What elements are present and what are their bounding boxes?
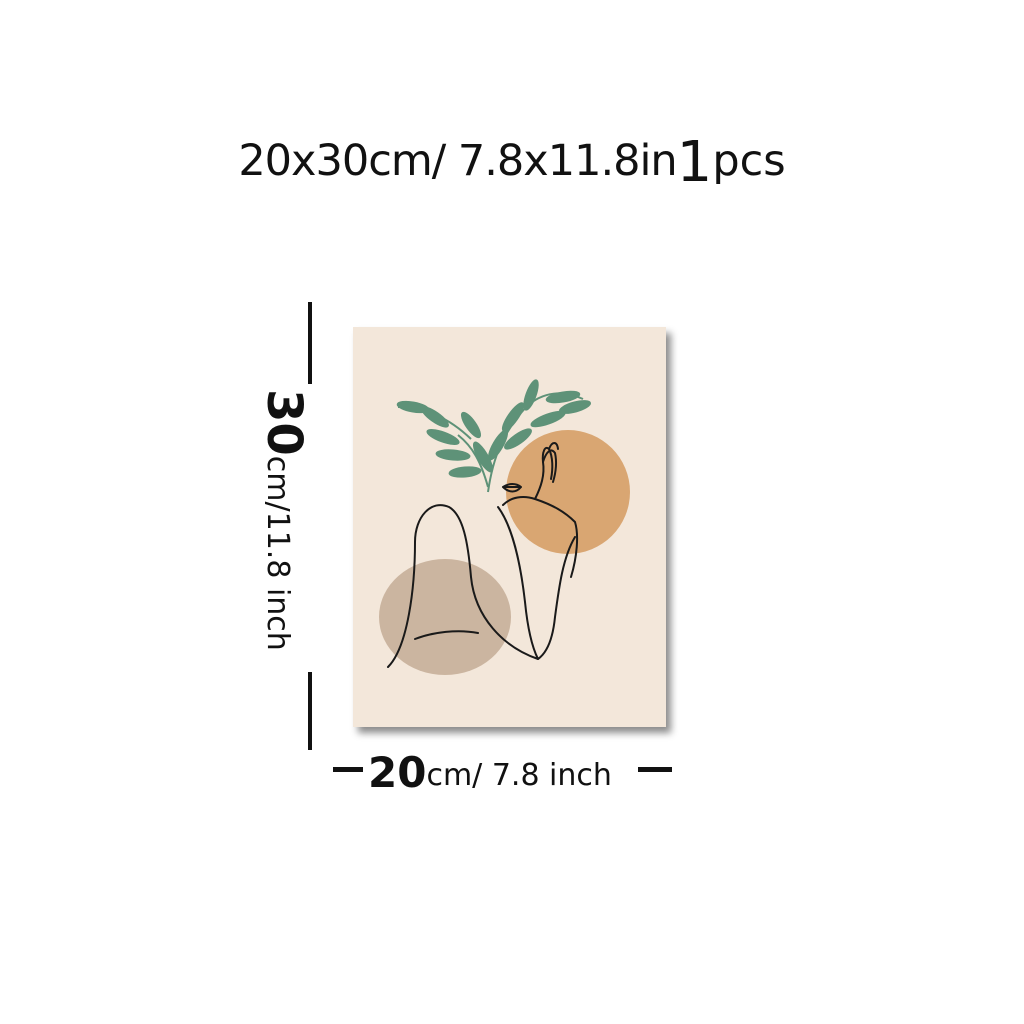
height-number: 30 [256, 389, 312, 456]
product-size-title: 20x30cm/ 7.8x11.8in1pcs [0, 130, 1024, 195]
figure-line-art [387, 442, 579, 668]
height-dimension-line-bottom [308, 672, 312, 750]
size-text: 20x30cm/ 7.8x11.8in [238, 136, 677, 186]
width-number: 20 [368, 748, 427, 797]
height-dimension-label: 30cm/11.8 inch [256, 389, 312, 651]
line-art-illustration [379, 379, 630, 675]
height-dimension-line-top [308, 302, 312, 384]
leaf-branch [396, 379, 592, 493]
width-dimension-line-left [333, 767, 363, 772]
quantity-unit-text: pcs [712, 136, 786, 186]
width-unit: cm/ 7.8 inch [426, 758, 612, 793]
height-unit: cm/11.8 inch [260, 455, 295, 651]
width-dimension-label: 20cm/ 7.8 inch [368, 748, 612, 797]
poster-artwork [353, 327, 666, 727]
taupe-circle [379, 559, 511, 675]
width-dimension-line-right [638, 767, 672, 772]
orange-circle [506, 430, 630, 554]
quantity-text: 1 [676, 130, 713, 195]
